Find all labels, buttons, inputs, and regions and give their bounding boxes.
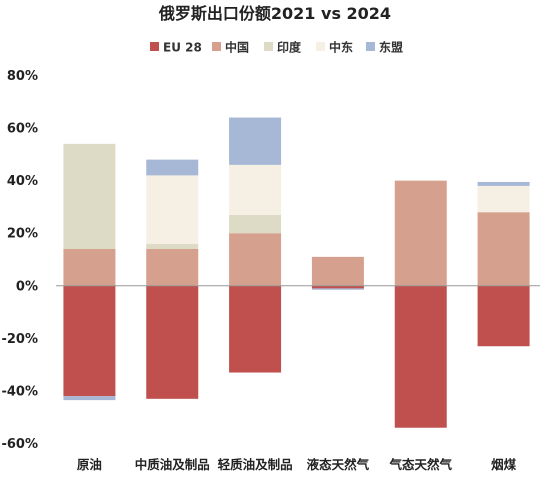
legend-label-1: 中国 <box>225 40 249 55</box>
legend: EU 28 中国 印度 中东 东盟 <box>150 40 403 55</box>
bar-segment-item-0 <box>477 285 530 347</box>
y-tick-label: -60% <box>1 437 38 452</box>
bar-segment-item-1 <box>63 248 116 286</box>
legend-swatch-0 <box>150 42 159 51</box>
x-axis: 原油 中质油及制品 轻质油及制品 液态天然气 气态天然气 烟煤 <box>77 457 517 472</box>
bar-segment-item-4 <box>229 117 282 165</box>
bar-segment-item-1 <box>146 248 199 286</box>
bar-segment-item-1 <box>477 212 530 286</box>
x-category-label: 轻质油及制品 <box>218 457 293 472</box>
bar-segment-item-1 <box>311 256 364 286</box>
x-category-label: 液态天然气 <box>307 457 370 472</box>
legend-label-3: 中东 <box>329 40 353 55</box>
bar-segment-item-2 <box>146 243 199 249</box>
legend-label-0: EU 28 <box>163 41 202 55</box>
y-tick-label: 80% <box>7 69 38 84</box>
bar-segment-item-4 <box>477 181 530 186</box>
x-category-label: 气态天然气 <box>388 457 452 472</box>
bar-segment-item-0 <box>394 285 447 428</box>
bars <box>63 117 530 428</box>
bar-segment-item-3 <box>146 175 199 244</box>
x-category-label: 烟煤 <box>491 457 517 472</box>
bar-segment-item-4 <box>311 288 364 290</box>
bar-segment-item-0 <box>146 285 199 399</box>
legend-swatch-4 <box>366 42 375 51</box>
legend-swatch-2 <box>264 42 273 51</box>
y-tick-label: 0% <box>16 279 38 294</box>
y-tick-label: -20% <box>1 332 38 347</box>
bar-segment-item-0 <box>311 285 364 289</box>
y-tick-label: 60% <box>7 122 38 137</box>
y-axis: -60% -40% -20% 0% 20% 40% 60% 80% <box>1 69 38 452</box>
x-category-label: 中质油及制品 <box>135 457 210 472</box>
chart-title: 俄罗斯出口份额2021 vs 2024 <box>158 4 391 23</box>
bar-segment-item-4 <box>63 396 116 401</box>
y-tick-label: -40% <box>1 384 38 399</box>
bar-segment-item-0 <box>229 285 282 373</box>
legend-swatch-3 <box>316 42 325 51</box>
bar-segment-item-1 <box>394 180 447 286</box>
legend-swatch-1 <box>212 42 221 51</box>
bar-segment-item-3 <box>477 185 530 213</box>
legend-label-2: 印度 <box>277 40 302 55</box>
bar-segment-item-0 <box>63 285 116 397</box>
y-tick-label: 20% <box>7 227 38 242</box>
bar-segment-item-2 <box>63 143 116 249</box>
bar-segment-item-1 <box>229 233 282 286</box>
bar-segment-item-2 <box>229 214 282 234</box>
y-tick-label: 40% <box>7 174 38 189</box>
bar-segment-item-4 <box>146 159 199 176</box>
bar-segment-item-3 <box>229 164 282 215</box>
x-category-label: 原油 <box>77 457 102 472</box>
legend-label-4: 东盟 <box>379 40 403 55</box>
